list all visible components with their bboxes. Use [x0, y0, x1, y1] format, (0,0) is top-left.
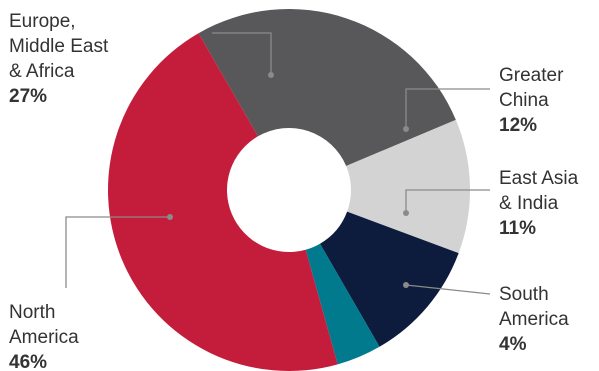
leader-dot-europe-middle-east-africa	[268, 72, 274, 78]
leader-line-europe-middle-east-africa	[212, 32, 272, 75]
slice-north-america	[108, 33, 338, 371]
slice-label-europe-middle-east-africa-line-2: Middle East	[9, 36, 109, 57]
slice-labels: Europe, Middle East & Africa 27% Greater Chin…	[9, 11, 579, 371]
slice-percent-south-america: 4%	[499, 334, 527, 355]
slice-label-europe-middle-east-africa-line-1: Europe,	[9, 11, 76, 32]
slice-percent-europe-middle-east-africa: 27%	[9, 86, 47, 107]
leader-line-north-america	[65, 216, 170, 288]
slice-label-north-america-line-1: North	[9, 302, 55, 323]
slice-south-america	[305, 243, 380, 365]
slice-label-north-america-line-2: America	[9, 327, 79, 348]
leader-dot-greater-china	[403, 126, 409, 132]
leader-dot-south-america	[403, 282, 409, 288]
slice-label-east-asia-india-line-2: & India	[499, 193, 559, 214]
slice-label-greater-china-line-2: China	[499, 90, 549, 111]
slice-label-europe-middle-east-africa-line-3: & Africa	[9, 61, 75, 82]
leader-line-east-asia-india	[405, 189, 490, 213]
leader-line-greater-china	[405, 88, 490, 129]
slice-label-south-america-line-1: South	[499, 284, 549, 305]
donut-slices	[108, 8, 471, 371]
leader-dot-east-asia-india	[403, 210, 409, 216]
slice-east-asia-india	[320, 211, 459, 347]
slice-percent-greater-china: 12%	[499, 115, 537, 136]
slice-greater-china	[346, 119, 471, 254]
slice-europe-middle-east-africa	[198, 8, 456, 166]
slice-label-east-asia-india-line-1: East Asia	[499, 168, 579, 189]
slice-percent-east-asia-india: 11%	[499, 218, 536, 239]
leader-dot-north-america	[167, 214, 173, 220]
slice-label-greater-china-line-1: Greater	[499, 65, 564, 86]
slice-label-south-america-line-2: America	[499, 309, 569, 330]
leader-line-south-america	[405, 284, 491, 295]
leader-lines	[65, 32, 491, 295]
slice-percent-north-america: 46%	[9, 352, 47, 371]
